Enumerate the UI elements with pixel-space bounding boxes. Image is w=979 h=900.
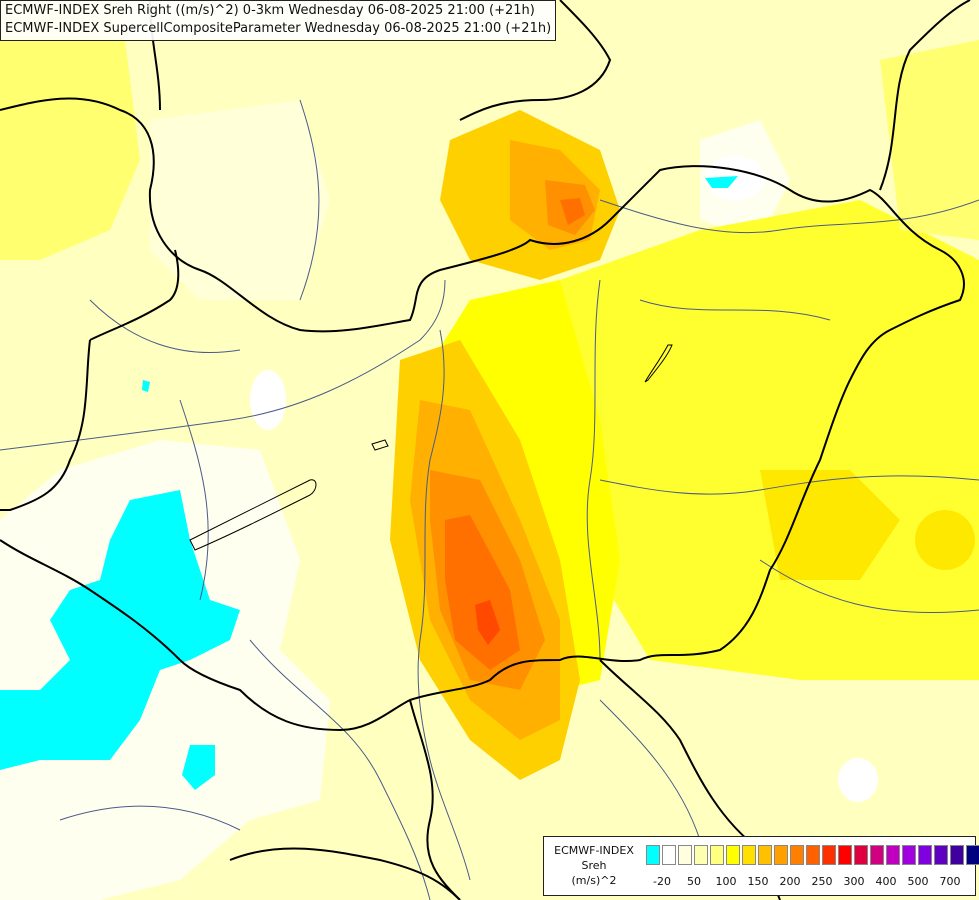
legend-swatch [870,845,884,865]
legend-unit: (m/s)^2 [571,874,617,887]
rivers [0,99,979,900]
legend-tick-label: 200 [779,875,801,888]
legend-swatch [902,845,916,865]
high-value-core [390,340,580,780]
legend-source: ECMWF-INDEX [554,844,634,857]
legend-swatch [966,845,979,865]
legend-tick-label: 500 [907,875,929,888]
legend-tick-label: 700 [939,875,961,888]
legend-swatch [854,845,868,865]
legend-tick-label: 100 [715,875,737,888]
legend-swatch [822,845,836,865]
legend-swatch [950,845,964,865]
legend-tick-label: 250 [811,875,833,888]
legend-tick-label: 50 [687,875,701,888]
lakes [189,344,673,551]
legend-swatch [662,845,676,865]
legend-ticks: -20 50 100 150 200 250 300 400 500 700 [646,875,974,891]
title-line-sreh: ECMWF-INDEX Sreh Right ((m/s)^2) 0-3km W… [5,3,535,18]
low-value-areas [0,100,878,900]
legend-parameter: Sreh [581,859,607,872]
title-line-scp: ECMWF-INDEX SupercellCompositeParameter … [5,21,552,36]
legend-swatch [646,845,660,865]
legend-swatch [918,845,932,865]
legend-swatch [694,845,708,865]
map-title-box: ECMWF-INDEX Sreh Right ((m/s)^2) 0-3km W… [0,0,557,41]
legend-tick-label: 300 [843,875,865,888]
legend-tick-label: -20 [653,875,671,888]
color-legend: ECMWF-INDEX Sreh (m/s)^2 -20 50 100 150 200 2… [543,836,979,896]
legend-tick-label: 400 [875,875,897,888]
legend-swatches [646,845,979,865]
northern-maximum [440,110,620,280]
legend-swatch [934,845,948,865]
legend-swatch [678,845,692,865]
legend-swatch [806,845,820,865]
legend-swatch [838,845,852,865]
legend-swatch [710,845,724,865]
legend-swatch [774,845,788,865]
negative-areas [0,176,738,790]
legend-swatch [726,845,740,865]
legend-swatch [742,845,756,865]
legend-label: ECMWF-INDEX Sreh (m/s)^2 [544,843,644,888]
legend-swatch [886,845,900,865]
legend-swatch [758,845,772,865]
legend-swatch [790,845,804,865]
legend-tick-label: 150 [747,875,769,888]
